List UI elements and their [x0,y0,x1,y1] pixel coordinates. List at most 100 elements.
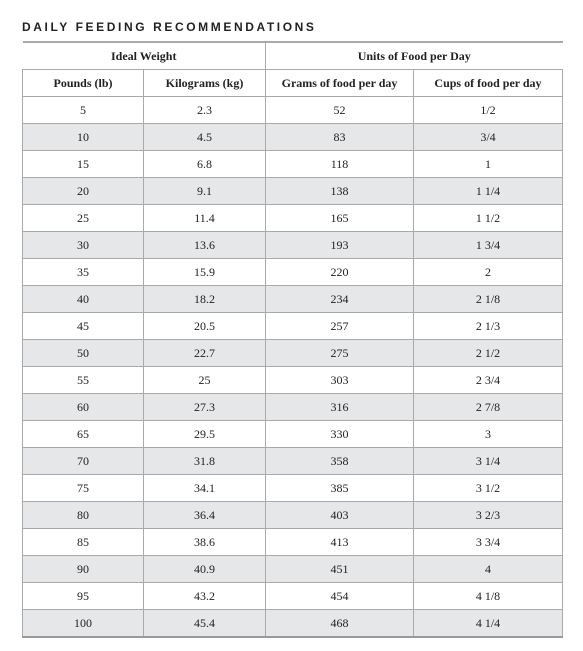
table-cell: 468 [265,609,414,638]
table-cell: 2 1/2 [413,339,563,367]
table-row: 20 9.1 138 1 1/4 [22,177,563,205]
table-cell: 40.9 [143,555,266,583]
table-cell: 13.6 [143,231,266,259]
table-cell: 1/2 [413,96,563,124]
table-cell: 3 1/2 [413,474,563,502]
table-cell: 234 [265,285,414,313]
table-cell: 29.5 [143,420,266,448]
table-row: 25 11.4 165 1 1/2 [22,204,563,232]
table-cell: 451 [265,555,414,583]
feeding-table: Ideal Weight Units of Food per Day Pound… [22,41,563,638]
table-row: 60 27.3 316 2 7/8 [22,393,563,421]
table-cell: 3 1/4 [413,447,563,475]
table-row: 40 18.2 234 2 1/8 [22,285,563,313]
table-cell: 36.4 [143,501,266,529]
table-cell: 15.9 [143,258,266,286]
table-cell: 5 [22,96,144,124]
table-cell: 20 [22,177,144,205]
table-cell: 50 [22,339,144,367]
column-header: Grams of food per day [265,69,414,97]
table-cell: 330 [265,420,414,448]
table-cell: 257 [265,312,414,340]
table-row: 85 38.6 413 3 3/4 [22,528,563,556]
table-cell: 52 [265,96,414,124]
table-cell: 65 [22,420,144,448]
table-cell: 31.8 [143,447,266,475]
table-row: 50 22.7 275 2 1/2 [22,339,563,367]
table-row: 80 36.4 403 3 2/3 [22,501,563,529]
table-row: 95 43.2 454 4 1/8 [22,582,563,610]
table-cell: 1 [413,150,563,178]
table-cell: 454 [265,582,414,610]
table-cell: 40 [22,285,144,313]
table-head: Ideal Weight Units of Food per Day Pound… [22,41,563,97]
table-cell: 303 [265,366,414,394]
table-cell: 70 [22,447,144,475]
table-cell: 165 [265,204,414,232]
table-cell: 2 7/8 [413,393,563,421]
table-cell: 60 [22,393,144,421]
table-cell: 85 [22,528,144,556]
table-cell: 4 [413,555,563,583]
table-cell: 95 [22,582,144,610]
table-cell: 3 2/3 [413,501,563,529]
column-header: Cups of food per day [413,69,563,97]
table-cell: 1 3/4 [413,231,563,259]
table-cell: 35 [22,258,144,286]
table-cell: 80 [22,501,144,529]
group-header: Units of Food per Day [265,41,563,70]
table-row: 100 45.4 468 4 1/4 [22,609,563,638]
table-cell: 3/4 [413,123,563,151]
table-cell: 22.7 [143,339,266,367]
table-row: 70 31.8 358 3 1/4 [22,447,563,475]
table-row: 45 20.5 257 2 1/3 [22,312,563,340]
table-cell: 25 [22,204,144,232]
table-row: 35 15.9 220 2 [22,258,563,286]
table-cell: 4.5 [143,123,266,151]
table-row: 15 6.8 118 1 [22,150,563,178]
group-header: Ideal Weight [22,41,266,70]
table-cell: 118 [265,150,414,178]
table-row: 75 34.1 385 3 1/2 [22,474,563,502]
table-row: 90 40.9 451 4 [22,555,563,583]
column-header: Kilograms (kg) [143,69,266,97]
table-cell: 20.5 [143,312,266,340]
table-row: 5 2.3 52 1/2 [22,96,563,124]
table-cell: 75 [22,474,144,502]
table-cell: 83 [265,123,414,151]
table-cell: 403 [265,501,414,529]
table-cell: 4 1/4 [413,609,563,638]
title: DAILY FEEDING RECOMMENDATIONS [22,20,317,34]
table-cell: 2 1/3 [413,312,563,340]
table-cell: 55 [22,366,144,394]
table-cell: 30 [22,231,144,259]
table-row: 30 13.6 193 1 3/4 [22,231,563,259]
table-cell: 2 1/8 [413,285,563,313]
table-cell: 275 [265,339,414,367]
table-cell: 1 1/2 [413,204,563,232]
table-row: 10 4.5 83 3/4 [22,123,563,151]
table-cell: 220 [265,258,414,286]
table-row: 55 25 303 2 3/4 [22,366,563,394]
table-cell: 2 [413,258,563,286]
table-cell: 34.1 [143,474,266,502]
table-body: 5 2.3 52 1/2 10 4.5 83 3/4 15 6.8 118 1 20 9.1 138 1 1/… [22,96,563,638]
table-cell: 90 [22,555,144,583]
table-cell: 2.3 [143,96,266,124]
table-cell: 193 [265,231,414,259]
table-cell: 10 [22,123,144,151]
column-row: Pounds (lb) Kilograms (kg) Grams of food p… [22,69,563,97]
table-cell: 11.4 [143,204,266,232]
table-cell: 3 [413,420,563,448]
table-cell: 1 1/4 [413,177,563,205]
table-cell: 358 [265,447,414,475]
table-cell: 6.8 [143,150,266,178]
table-cell: 25 [143,366,266,394]
group-row: Ideal Weight Units of Food per Day [22,41,563,70]
column-header: Pounds (lb) [22,69,144,97]
table-cell: 45.4 [143,609,266,638]
table-cell: 413 [265,528,414,556]
table-cell: 138 [265,177,414,205]
table-cell: 2 3/4 [413,366,563,394]
table-cell: 18.2 [143,285,266,313]
